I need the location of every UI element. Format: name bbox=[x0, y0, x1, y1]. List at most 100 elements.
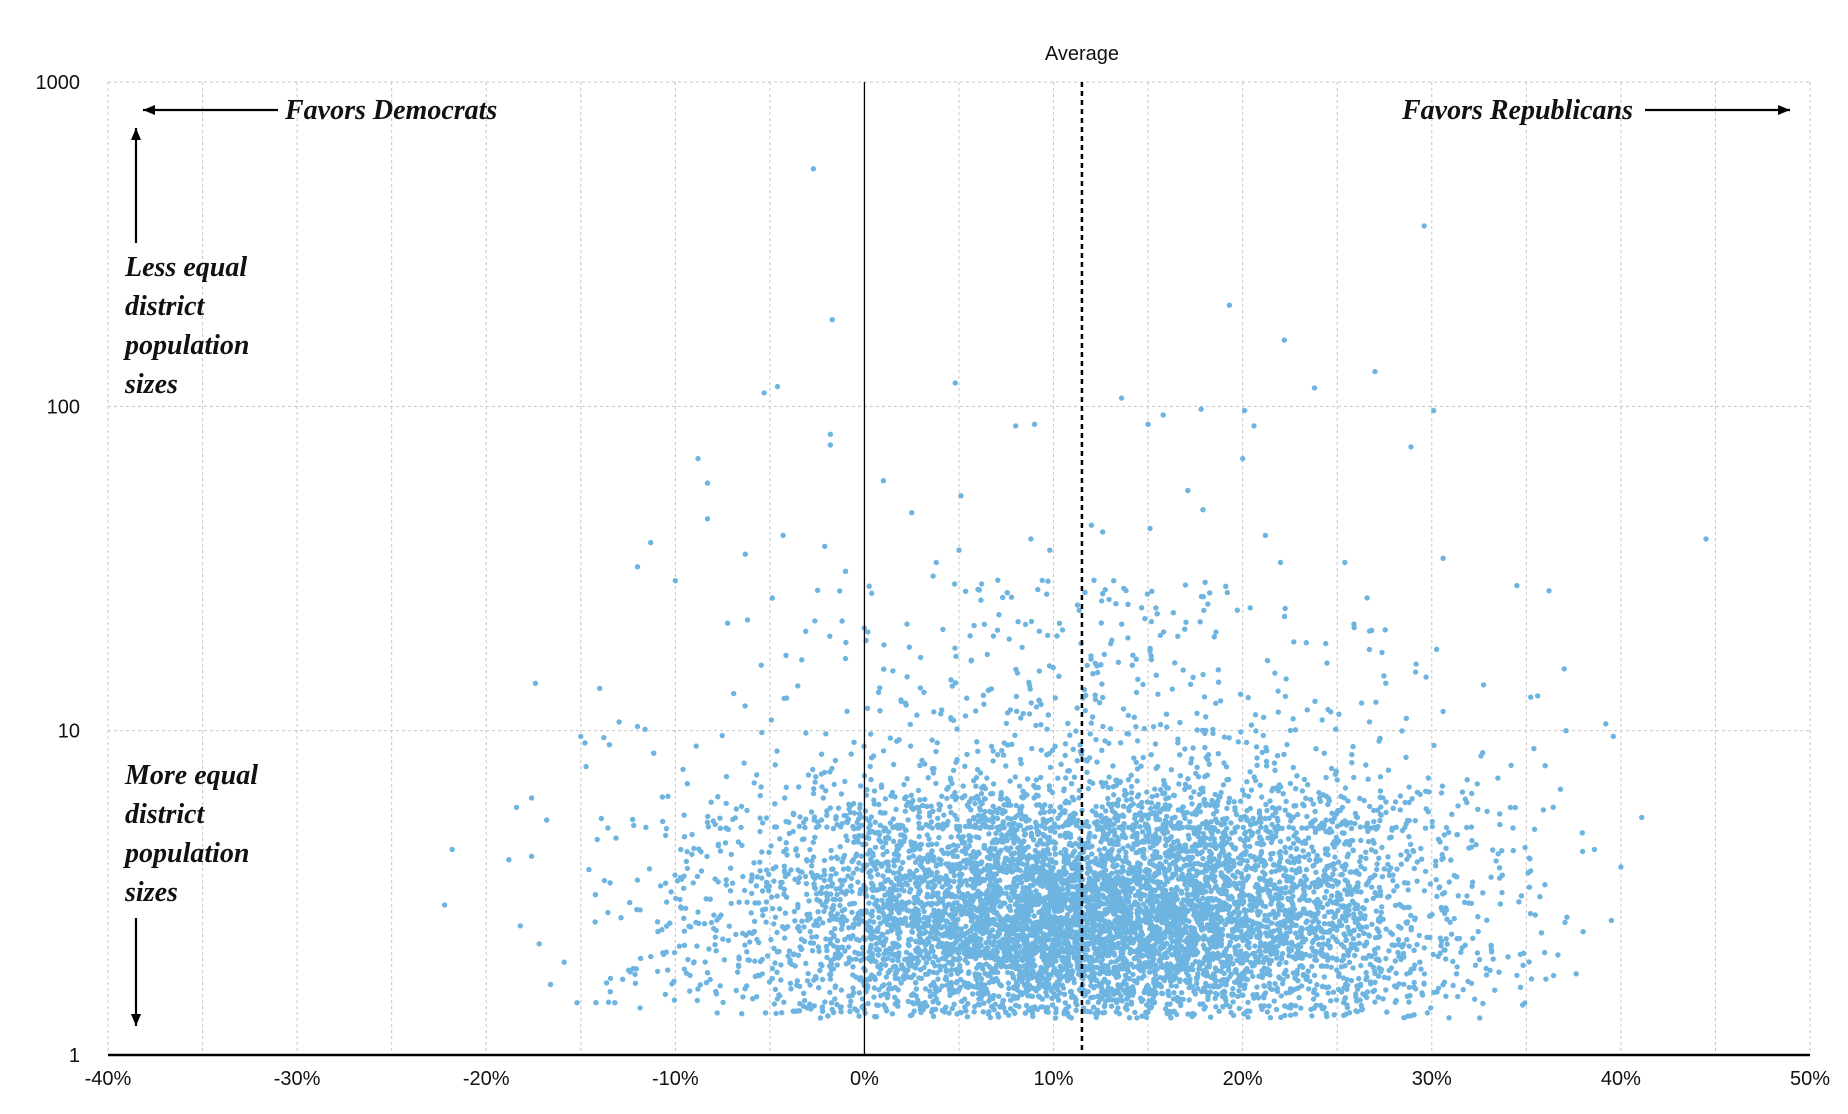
data-point bbox=[1090, 1004, 1097, 1010]
data-point bbox=[1275, 911, 1281, 918]
data-point bbox=[1348, 825, 1355, 832]
data-point bbox=[586, 866, 592, 873]
data-point bbox=[821, 877, 828, 884]
data-point bbox=[1406, 984, 1413, 991]
data-point bbox=[849, 888, 855, 895]
data-point bbox=[1337, 892, 1343, 898]
data-point bbox=[1271, 861, 1277, 868]
data-point bbox=[813, 918, 819, 924]
data-point bbox=[1250, 830, 1256, 836]
data-point bbox=[793, 846, 799, 852]
data-point bbox=[662, 832, 669, 839]
data-point bbox=[883, 974, 890, 980]
data-point bbox=[846, 993, 852, 999]
data-point bbox=[1177, 977, 1183, 983]
data-point bbox=[831, 781, 837, 788]
data-point bbox=[1295, 978, 1301, 984]
data-point bbox=[1512, 804, 1519, 811]
data-point bbox=[1232, 882, 1238, 889]
data-point bbox=[791, 908, 798, 915]
data-point bbox=[1514, 972, 1520, 979]
data-point bbox=[1292, 1011, 1299, 1017]
data-point bbox=[1298, 925, 1305, 931]
data-point bbox=[815, 909, 821, 915]
data-point bbox=[1250, 951, 1256, 957]
data-point bbox=[989, 927, 996, 933]
data-point bbox=[788, 867, 794, 873]
data-point bbox=[1379, 904, 1385, 910]
data-point bbox=[1301, 873, 1308, 879]
data-point bbox=[1279, 955, 1285, 962]
data-point bbox=[858, 957, 864, 964]
data-point bbox=[1294, 971, 1300, 977]
data-point bbox=[1130, 845, 1136, 851]
data-point bbox=[864, 786, 870, 793]
data-point bbox=[1384, 1009, 1390, 1015]
data-point bbox=[592, 919, 598, 925]
data-point bbox=[848, 883, 854, 889]
data-point bbox=[876, 987, 882, 993]
data-point bbox=[1381, 974, 1388, 980]
data-point bbox=[1085, 999, 1091, 1005]
data-point bbox=[1215, 828, 1221, 834]
data-point bbox=[916, 833, 922, 840]
data-point bbox=[781, 935, 788, 941]
data-point bbox=[1282, 1003, 1288, 1009]
data-point bbox=[1063, 1006, 1069, 1012]
data-point bbox=[950, 842, 957, 848]
data-point bbox=[961, 931, 967, 937]
data-point bbox=[865, 1000, 871, 1007]
data-point bbox=[849, 909, 855, 915]
data-point bbox=[947, 804, 953, 810]
data-point bbox=[1092, 879, 1098, 886]
data-point bbox=[1168, 886, 1175, 893]
data-point bbox=[637, 1005, 643, 1011]
data-point bbox=[637, 955, 644, 962]
data-point bbox=[1267, 798, 1273, 804]
data-point bbox=[948, 834, 954, 840]
data-point bbox=[1293, 830, 1300, 836]
data-point bbox=[723, 882, 729, 888]
data-point bbox=[1091, 833, 1098, 840]
data-point bbox=[1496, 969, 1502, 975]
data-point bbox=[1480, 750, 1486, 756]
data-point bbox=[1116, 848, 1122, 854]
data-point bbox=[890, 838, 897, 844]
data-point bbox=[980, 876, 986, 882]
data-point bbox=[1362, 913, 1368, 919]
data-point bbox=[671, 997, 678, 1003]
data-point bbox=[1464, 777, 1470, 783]
data-point bbox=[757, 868, 763, 874]
data-point bbox=[683, 858, 690, 865]
data-point bbox=[663, 899, 670, 905]
data-point bbox=[1333, 997, 1340, 1003]
data-point bbox=[975, 950, 981, 957]
data-point bbox=[1058, 850, 1064, 856]
data-point bbox=[1130, 989, 1137, 996]
data-point bbox=[778, 879, 784, 886]
data-point bbox=[678, 876, 685, 882]
data-point bbox=[1089, 851, 1095, 857]
data-point bbox=[1429, 818, 1435, 825]
data-point bbox=[1186, 918, 1192, 924]
data-point bbox=[799, 918, 805, 924]
data-point bbox=[1376, 928, 1382, 935]
data-point bbox=[771, 1001, 777, 1007]
data-point bbox=[1044, 1004, 1051, 1011]
data-point bbox=[1440, 982, 1446, 988]
data-point bbox=[1128, 1001, 1135, 1007]
data-point bbox=[972, 854, 979, 860]
data-point bbox=[1271, 998, 1277, 1004]
data-point bbox=[1110, 763, 1116, 769]
data-point bbox=[1497, 811, 1503, 817]
data-point bbox=[903, 949, 910, 955]
data-point bbox=[1398, 861, 1405, 867]
data-point bbox=[1236, 1005, 1243, 1012]
data-point bbox=[1250, 992, 1256, 998]
data-point bbox=[1283, 959, 1289, 966]
data-point bbox=[781, 848, 787, 855]
data-point bbox=[1320, 963, 1326, 969]
data-point bbox=[1433, 858, 1439, 864]
data-point bbox=[880, 844, 886, 850]
data-point bbox=[1314, 852, 1320, 859]
